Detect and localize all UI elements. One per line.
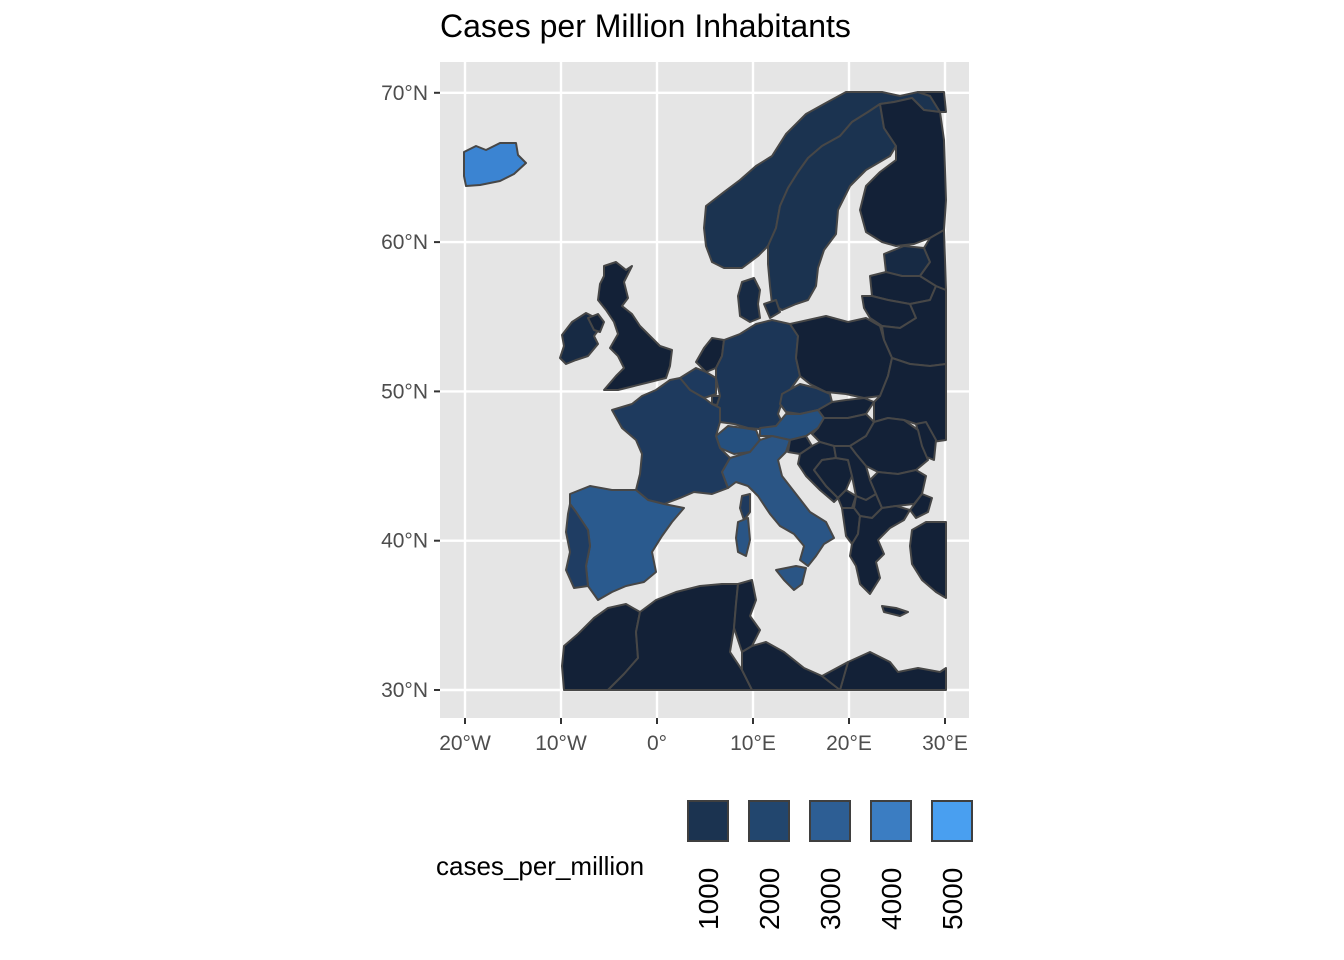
legend-key (748, 800, 790, 842)
country-greece (849, 505, 911, 595)
legend-key (931, 800, 973, 842)
x-tick-label: 10°W (535, 732, 587, 755)
country-libya (741, 641, 841, 691)
country-france-corsica (739, 493, 751, 521)
legend-title: cases_per_million (436, 851, 645, 881)
country-greece-crete (881, 605, 909, 617)
legend-label: 3000 (815, 867, 846, 930)
y-tick-label: 40°N (381, 530, 428, 553)
legend-label: 1000 (693, 867, 724, 930)
country-northern-ireland (587, 313, 605, 333)
y-tick-label: 30°N (381, 679, 428, 702)
x-tick-label: 20°W (439, 732, 491, 755)
legend-label: 4000 (876, 867, 907, 930)
country-ireland (559, 312, 601, 365)
legend-key (870, 800, 912, 842)
country-italy-sardinia (735, 517, 751, 557)
y-tick-label: 60°N (381, 231, 428, 254)
map-axes: 20°W 10°W 0° 10°E 20°E 30°E 30°N 40°N 50°N 60°N 70… (381, 82, 968, 755)
legend-key (809, 800, 851, 842)
country-algeria (607, 583, 753, 691)
country-turkey-thrace (909, 493, 933, 519)
country-united-kingdom (597, 261, 673, 391)
y-tick-label: 70°N (381, 82, 428, 105)
country-turkey (909, 521, 947, 599)
country-finland (859, 97, 947, 247)
x-tick-label: 20°E (826, 732, 872, 755)
country-tunisia (733, 579, 761, 653)
country-russia-west (919, 229, 947, 291)
country-denmark (737, 277, 761, 323)
country-russia-north (917, 91, 947, 113)
country-egypt (839, 651, 947, 691)
x-tick-label: 10°E (730, 732, 776, 755)
x-tick-label: 0° (647, 732, 667, 755)
countries-layer (463, 91, 947, 691)
country-iceland (463, 142, 527, 187)
legend-label: 5000 (937, 867, 968, 930)
y-tick-label: 50°N (381, 380, 428, 403)
legend-key (687, 800, 729, 842)
legend-label: 2000 (754, 867, 785, 930)
country-denmark-zealand (763, 299, 781, 319)
country-libya-east (821, 661, 849, 691)
x-tick-label: 30°E (922, 732, 968, 755)
country-italy-sicily (775, 565, 807, 591)
country-portugal (565, 503, 591, 589)
page-title: Cases per Million Inhabitants (440, 8, 851, 44)
